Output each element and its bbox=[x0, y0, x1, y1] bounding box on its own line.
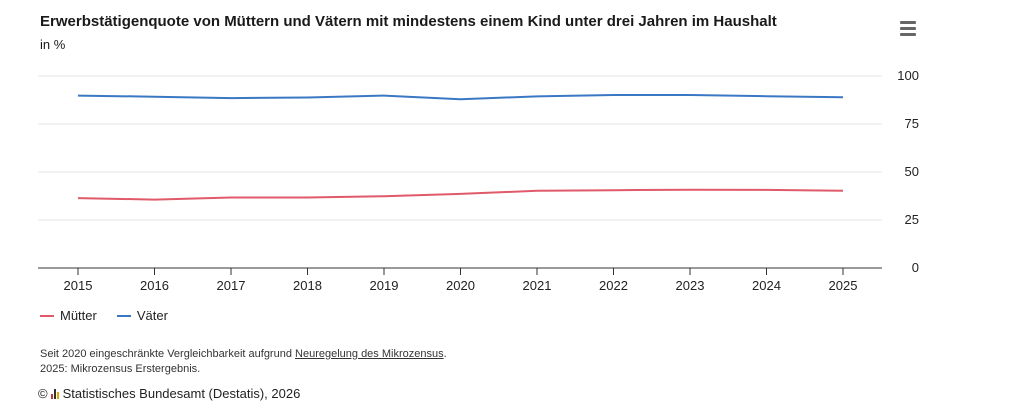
x-tick-label: 2016 bbox=[140, 278, 169, 293]
source-credit: © Statistisches Bundesamt (Destatis), 20… bbox=[38, 386, 300, 401]
y-tick-label: 50 bbox=[905, 164, 919, 179]
legend-label-muetter: Mütter bbox=[60, 308, 97, 323]
note-line-2: 2025: Mikrozensus Erstergebnis. bbox=[40, 363, 201, 375]
x-tick-label: 2025 bbox=[829, 278, 858, 293]
x-tick-label: 2022 bbox=[599, 278, 628, 293]
legend-swatch-muetter bbox=[40, 314, 54, 317]
note-period: . bbox=[443, 348, 447, 360]
x-tick-label: 2019 bbox=[370, 278, 399, 293]
y-tick-label: 75 bbox=[905, 116, 919, 131]
x-tick-label: 2017 bbox=[217, 278, 246, 293]
x-tick-label: 2020 bbox=[446, 278, 475, 293]
hamburger-menu-icon[interactable] bbox=[896, 18, 920, 40]
chart-subtitle: in % bbox=[40, 37, 66, 52]
note-line-1: Seit 2020 eingeschränkte Vergleichbarkei… bbox=[40, 347, 447, 362]
line-chart: 0 25 50 75 100 2015 2016 2017 2018 2019 2020 2021 2… bbox=[38, 68, 919, 293]
legend: Mütter Väter bbox=[40, 308, 168, 323]
legend-label-vaeter: Väter bbox=[136, 308, 168, 323]
mikrozensus-link[interactable]: Neuregelung des Mikrozensus bbox=[295, 348, 444, 360]
x-tick-label: 2021 bbox=[523, 278, 552, 293]
destatis-logo-icon bbox=[50, 388, 59, 399]
chart-notes: Seit 2020 eingeschränkte Vergleichbarkei… bbox=[40, 347, 447, 377]
y-tick-label: 25 bbox=[905, 212, 919, 227]
legend-item-vaeter[interactable]: Väter bbox=[116, 308, 168, 323]
legend-swatch-vaeter bbox=[116, 314, 131, 317]
x-tick-label: 2024 bbox=[752, 278, 781, 293]
legend-item-muetter[interactable]: Mütter bbox=[40, 308, 97, 323]
chart-title: Erwerbstätigenquote von Müttern und Väte… bbox=[40, 13, 777, 30]
y-tick-label: 0 bbox=[912, 260, 919, 275]
series-line-muetter[interactable] bbox=[77, 188, 844, 201]
y-tick-label: 100 bbox=[897, 68, 919, 83]
x-tick-label: 2018 bbox=[293, 278, 322, 293]
series-line-vaeter[interactable] bbox=[77, 94, 844, 101]
credit-text: Statistisches Bundesamt (Destatis), 2026 bbox=[62, 386, 301, 401]
x-tick-label: 2023 bbox=[676, 278, 705, 293]
note-text: Seit 2020 eingeschränkte Vergleichbarkei… bbox=[40, 348, 296, 360]
copyright-symbol: © bbox=[38, 386, 48, 401]
x-tick-label: 2015 bbox=[64, 278, 93, 293]
